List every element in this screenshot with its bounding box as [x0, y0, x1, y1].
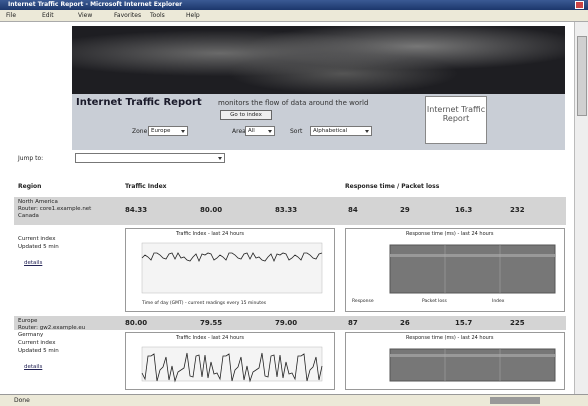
- region-label: Europe: [18, 318, 37, 324]
- chart-plot: [134, 343, 334, 387]
- traffic-chart: Traffic Index - last 24 hours Time of day…: [125, 228, 335, 312]
- title-bar: Internet Traffic Report - Microsoft Inte…: [0, 0, 588, 10]
- window-title: Internet Traffic Report - Microsoft Inte…: [8, 1, 182, 8]
- index-value: 79.55: [200, 319, 222, 327]
- row-note: Updated 5 min: [18, 348, 59, 354]
- chart-title: Traffic Index - last 24 hours: [176, 231, 244, 237]
- region-label: Router: core1.example.net: [18, 206, 91, 212]
- menu-item[interactable]: View: [78, 12, 92, 19]
- row-note: Current index: [18, 236, 55, 242]
- element: [142, 347, 322, 381]
- index-value: 83.33: [275, 206, 297, 214]
- menu-item[interactable]: Favorites: [114, 12, 141, 19]
- row-note: Updated 5 min: [18, 244, 59, 250]
- logo: Internet Traffic Report: [425, 96, 487, 144]
- chart-title: Response time (ms) - last 24 hours: [406, 335, 493, 341]
- control-select[interactable]: Europe: [148, 126, 188, 136]
- scroll-thumb[interactable]: [577, 36, 587, 116]
- legend-item: Response: [352, 299, 374, 304]
- chart-title: Response time (ms) - last 24 hours: [406, 231, 493, 237]
- index-value: 84: [348, 206, 358, 214]
- index-value: 225: [510, 319, 525, 327]
- index-value: 16.3: [455, 206, 472, 214]
- control-select[interactable]: All: [245, 126, 275, 136]
- menu-item[interactable]: File: [6, 12, 16, 19]
- response-chart: Response time (ms) - last 24 hours Respon…: [345, 228, 565, 312]
- chart-plot: [350, 239, 560, 299]
- jump-select[interactable]: [75, 153, 225, 163]
- index-value: 79.00: [275, 319, 297, 327]
- close-button[interactable]: [575, 1, 584, 9]
- control-label: Zone: [132, 128, 147, 135]
- row-note: Current index: [18, 340, 55, 346]
- chart-plot: [350, 343, 560, 387]
- banner-panel: Internet Traffic Report monitors the flo…: [72, 94, 565, 150]
- column-header: Region: [18, 183, 41, 190]
- page: Internet Traffic Report - Microsoft Inte…: [0, 0, 588, 406]
- index-value: 26: [400, 319, 410, 327]
- banner-subheading: monitors the flow of data around the wor…: [218, 99, 368, 107]
- banner-heading: Internet Traffic Report: [76, 97, 202, 108]
- chart-title: Traffic Index - last 24 hours: [176, 335, 244, 341]
- legend-item: Index: [492, 299, 504, 304]
- control-label: Area: [232, 128, 246, 135]
- menu-bar: File Edit View Favorites Tools Help: [0, 10, 588, 22]
- region-label: North America: [18, 199, 58, 205]
- element: [390, 354, 555, 357]
- control-select[interactable]: Alphabetical: [310, 126, 372, 136]
- column-header: Traffic Index: [125, 183, 167, 190]
- index-value: 80.00: [125, 319, 147, 327]
- menu-item[interactable]: Edit: [42, 12, 54, 19]
- traffic-chart: Traffic Index - last 24 hours: [125, 332, 335, 390]
- response-chart: Response time (ms) - last 24 hours: [345, 332, 565, 390]
- element: [142, 243, 322, 293]
- index-value: 87: [348, 319, 358, 327]
- details-link[interactable]: details: [24, 364, 42, 370]
- region-label: Canada: [18, 213, 39, 219]
- element: [390, 245, 555, 293]
- status-bar: Done: [0, 394, 588, 406]
- chart-plot: [134, 239, 334, 299]
- index-value: 80.00: [200, 206, 222, 214]
- banner-image: [72, 26, 565, 94]
- traffic-table: Region Traffic Index Response time / Packe…: [0, 178, 574, 394]
- index-value: 84.33: [125, 206, 147, 214]
- legend-item: Packet loss: [422, 299, 447, 304]
- go-button[interactable]: Go to index: [220, 110, 272, 120]
- menu-item[interactable]: Tools: [150, 12, 165, 19]
- jump-label: Jump to:: [18, 155, 43, 162]
- details-link[interactable]: details: [24, 260, 42, 266]
- index-value: 232: [510, 206, 525, 214]
- progress: [490, 397, 540, 404]
- chart-caption: Time of day (GMT) - current readings eve…: [142, 301, 266, 306]
- status-text: Done: [14, 397, 30, 404]
- scrollbar[interactable]: [574, 22, 588, 394]
- index-value: 29: [400, 206, 410, 214]
- element: [390, 254, 555, 257]
- control-label: Sort: [290, 128, 302, 135]
- element: [390, 349, 555, 381]
- region-label: Router: gw2.example.eu: [18, 325, 85, 331]
- column-header: Response time / Packet loss: [345, 183, 439, 190]
- index-value: 15.7: [455, 319, 472, 327]
- region-label: Germany: [18, 332, 43, 338]
- menu-item[interactable]: Help: [186, 12, 200, 19]
